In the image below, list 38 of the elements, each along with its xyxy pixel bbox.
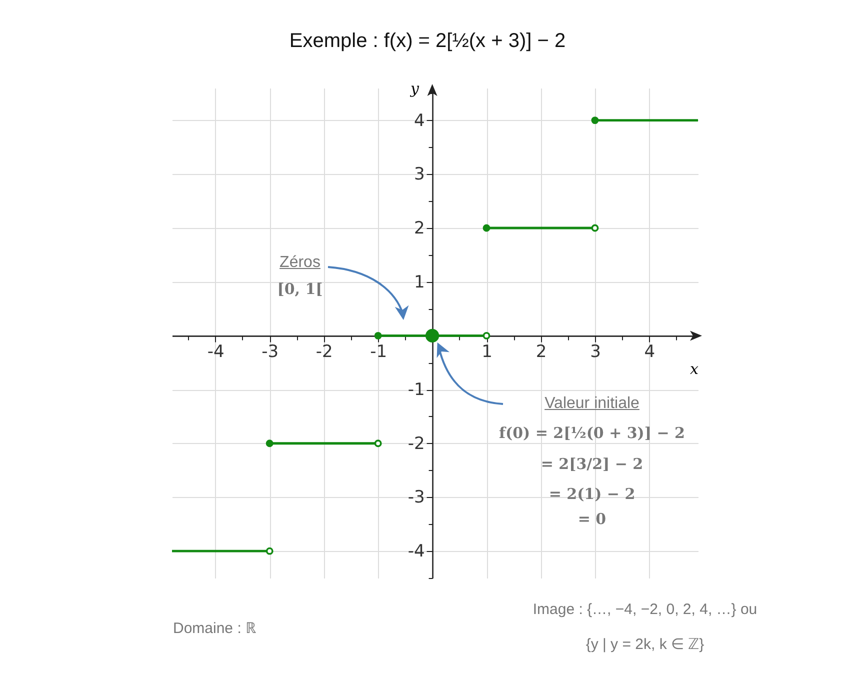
x-tick-label: -3 [262,342,279,362]
annotation: = 0 [578,510,606,528]
x-tick-label: -2 [316,342,333,362]
y-tick-label: -3 [408,488,425,508]
text: Domaine : ℝ [173,619,257,637]
y-axis-title: y [410,80,420,98]
y-tick-label: 4 [414,110,425,131]
annotation: f(0) = 2[½(0 + 3)] − 2 [499,424,685,442]
x-axis-title: x [690,360,700,378]
text: Image : {…, −4, −2, 0, 2, 4, …} ou [532,601,758,618]
chart-title: Exemple : f(x) = 2[½(x + 3)] − 2 [288,30,567,53]
annotation: = 2[3/2] − 2 [540,455,644,473]
y-tick-label: 3 [414,164,425,185]
point [374,440,382,448]
point [482,224,490,232]
point [591,116,599,124]
x-tick-label: -1 [370,342,388,362]
annotation: Zéros [280,254,320,272]
x-tick-label: 4 [644,342,656,362]
point [591,224,599,232]
point [425,328,440,342]
point [374,332,382,340]
y-tick-label: -4 [408,542,425,562]
x-tick-label: 3 [590,342,601,362]
text: {y | y = 2k, k ∈ ℤ} [586,635,704,653]
y-tick-label: 2 [414,218,425,238]
y-tick-label: -2 [408,434,425,454]
annotation: [0, 1[ [277,280,323,298]
annotation: Valeur initiale [544,395,640,413]
x-tick-label: 1 [482,342,492,362]
point [266,440,274,448]
x-tick-label: -4 [207,342,224,362]
annotation: = 2(1) − 2 [548,485,636,503]
point [266,547,274,555]
x-tick-label: 2 [536,342,547,362]
point [482,332,490,340]
y-tick-label: 1 [414,272,425,292]
y-tick-label: -1 [408,380,425,400]
